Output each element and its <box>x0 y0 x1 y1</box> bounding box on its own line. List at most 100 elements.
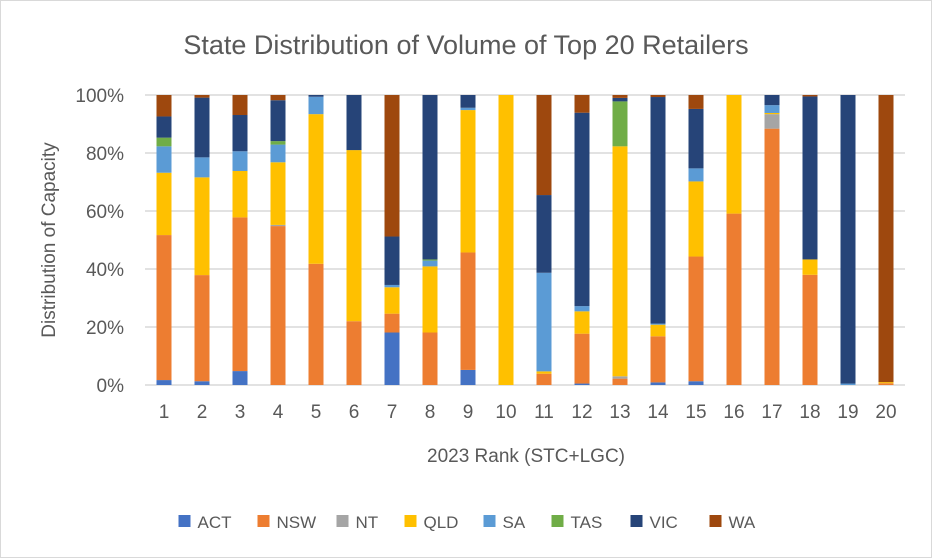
bar-segment-nsw <box>422 332 438 385</box>
legend-swatch <box>551 515 564 527</box>
x-tick-label: 2 <box>197 402 208 423</box>
legend-swatch <box>709 515 722 527</box>
bar-segment-act <box>650 382 666 385</box>
legend-item-act: ACT <box>178 513 232 532</box>
legend-label: TAS <box>571 513 603 532</box>
bar-segment-sa <box>460 107 476 111</box>
y-tick-label: 60% <box>86 202 124 223</box>
y-tick-label: 40% <box>86 260 124 281</box>
x-tick-label: 1 <box>159 402 170 423</box>
bar-segment-sa <box>384 284 400 288</box>
x-tick-label: 20 <box>875 402 896 423</box>
y-axis-label: Distribution of Capacity <box>39 142 60 338</box>
bar-stack-4 <box>270 95 286 385</box>
x-tick-label: 12 <box>571 402 592 423</box>
bar-segment-wa <box>536 95 552 196</box>
bar-segment-nsw <box>460 252 476 370</box>
bar-segment-nsw <box>726 213 742 385</box>
bar-segment-vic <box>460 95 476 108</box>
bar-segment-nt <box>270 224 286 227</box>
bar-segment-vic <box>688 108 704 169</box>
legend-swatch <box>630 515 643 527</box>
bar-stack-18 <box>802 95 818 385</box>
bar-segment-act <box>460 369 476 385</box>
bar-segment-wa <box>232 95 248 116</box>
bars <box>156 95 894 385</box>
bar-segment-vic <box>764 95 780 106</box>
bar-segment-sa <box>270 144 286 163</box>
y-axis-ticks: 0% 20% 40% 60% 80% 100% <box>75 86 124 397</box>
legend: ACT NSW NT QLD SA TAS VIC WA <box>178 513 756 532</box>
bar-segment-nsw <box>232 217 248 372</box>
bar-segment-nsw <box>346 321 362 385</box>
bar-segment-act <box>574 383 590 385</box>
bar-segment-vic <box>270 100 286 142</box>
bar-segment-vic <box>232 115 248 152</box>
x-tick-label: 7 <box>387 402 398 423</box>
bar-segment-sa <box>688 168 704 182</box>
legend-label: QLD <box>424 513 459 532</box>
bar-segment-tas <box>612 101 628 147</box>
bar-segment-nsw <box>308 263 324 385</box>
legend-swatch <box>257 515 270 527</box>
bar-segment-nsw <box>650 336 666 383</box>
x-tick-label: 5 <box>311 402 322 423</box>
bar-segment-qld <box>460 110 476 253</box>
x-axis-ticks: 1 2 3 4 5 6 7 8 9 10 11 12 13 14 15 16 17 18 19 20 <box>159 402 897 423</box>
bar-segment-sa <box>650 323 666 325</box>
legend-label: ACT <box>198 513 232 532</box>
bar-segment-qld <box>156 172 172 236</box>
bar-stack-12 <box>574 95 590 385</box>
bar-segment-qld <box>270 162 286 225</box>
bar-segment-qld <box>308 114 324 264</box>
x-tick-label: 11 <box>534 402 554 423</box>
bar-segment-qld <box>612 146 628 377</box>
bar-stack-1 <box>156 95 172 385</box>
legend-item-nt: NT <box>336 513 378 532</box>
x-tick-label: 13 <box>609 402 630 423</box>
legend-label: VIC <box>650 513 678 532</box>
bar-segment-wa <box>802 95 818 97</box>
bar-segment-tas <box>270 141 286 145</box>
bar-stack-5 <box>308 95 324 385</box>
bar-stack-17 <box>764 95 780 385</box>
y-tick-label: 80% <box>86 144 124 165</box>
bar-segment-nt <box>764 114 780 129</box>
bar-segment-nsw <box>194 275 210 382</box>
x-tick-label: 4 <box>273 402 284 423</box>
legend-item-sa: SA <box>483 513 526 532</box>
y-tick-label: 20% <box>86 318 124 339</box>
legend-swatch <box>178 515 191 527</box>
bar-segment-vic <box>574 112 590 307</box>
bar-segment-qld <box>726 95 742 214</box>
bar-segment-nsw <box>574 333 590 384</box>
bar-segment-sa <box>308 96 324 115</box>
bar-segment-vic <box>612 97 628 102</box>
bar-segment-wa <box>270 95 286 101</box>
legend-item-tas: TAS <box>551 513 603 532</box>
y-tick-label: 0% <box>97 376 125 397</box>
bar-segment-nsw <box>878 383 894 385</box>
bar-stack-19 <box>840 95 856 385</box>
legend-label: WA <box>729 513 756 532</box>
x-tick-label: 17 <box>761 402 782 423</box>
bar-segment-qld <box>688 181 704 257</box>
x-tick-label: 18 <box>799 402 820 423</box>
bar-segment-wa <box>650 95 666 98</box>
bar-segment-act <box>194 381 210 385</box>
bar-segment-sa <box>422 260 438 267</box>
legend-label: SA <box>503 513 526 532</box>
x-axis-label: 2023 Rank (STC+LGC) <box>427 446 625 467</box>
bar-segment-nsw <box>802 274 818 385</box>
y-tick-label: 100% <box>75 86 124 107</box>
bar-stack-2 <box>194 95 210 385</box>
bar-segment-act <box>688 381 704 385</box>
legend-item-wa: WA <box>709 513 756 532</box>
bar-segment-vic <box>422 95 438 260</box>
bar-segment-nt <box>612 376 628 379</box>
legend-swatch <box>404 515 417 527</box>
bar-segment-act <box>156 380 172 385</box>
bar-segment-wa <box>156 95 172 117</box>
bar-segment-vic <box>308 95 324 97</box>
